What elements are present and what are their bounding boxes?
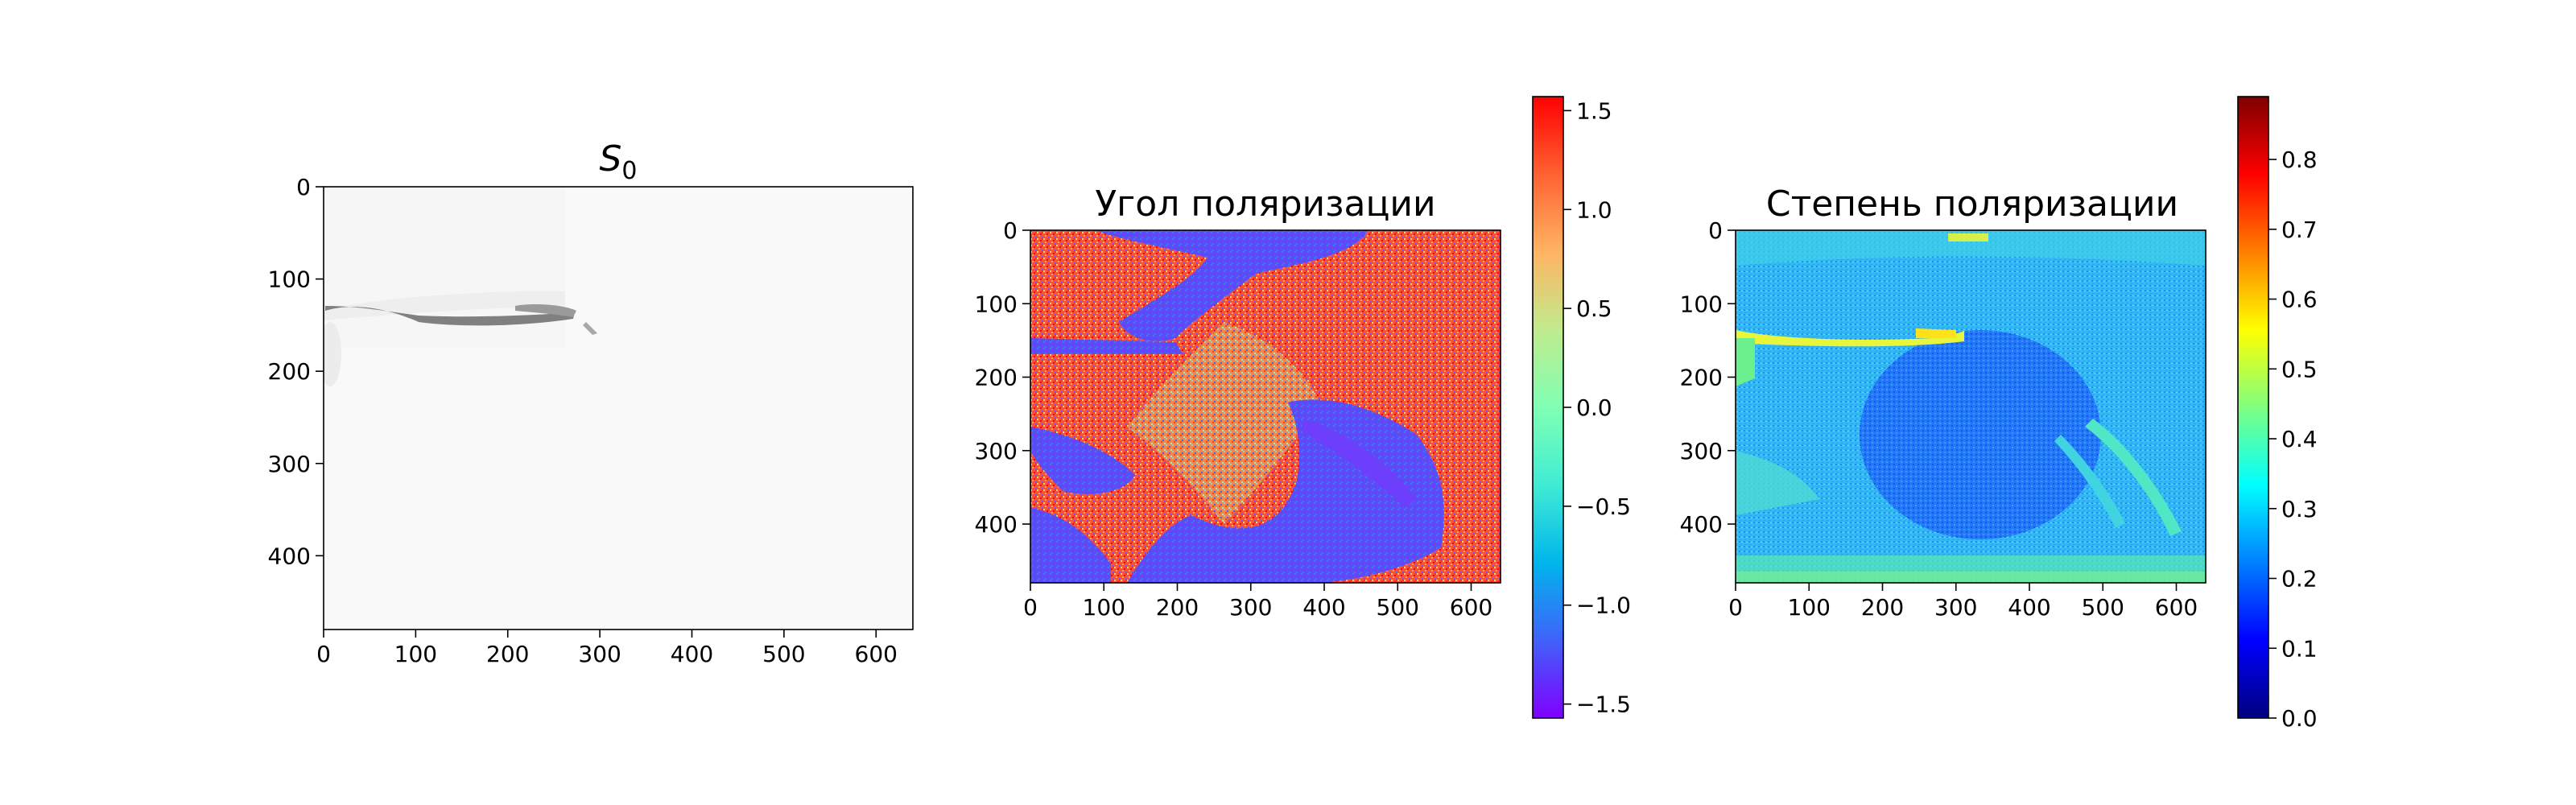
- s0-ytick-label: 400: [268, 543, 311, 569]
- s0-xtick-label: 100: [394, 641, 437, 667]
- degree-axes-frame: [1735, 229, 2207, 584]
- degree-ytick-label: 0: [1708, 217, 1723, 244]
- degree-xtick-label: 200: [1861, 594, 1904, 621]
- degree-colorbar-tick-label: 0.1: [2281, 635, 2318, 662]
- degree-colorbar-ticks: 0.8 0.7 0.6 0.5 0.4 0.3 0.2 0.1 0.0: [2268, 147, 2318, 732]
- angle-colorbar: [1532, 96, 1564, 719]
- degree-xtick-label: 0: [1728, 594, 1743, 621]
- degree-xtick-label: 300: [1934, 594, 1977, 621]
- s0-xtick-label: 200: [486, 641, 529, 667]
- degree-colorbar-tick-label: 0.6: [2281, 287, 2318, 313]
- degree-colorbar-tick-label: 0.4: [2281, 426, 2318, 452]
- title-angle: Угол поляризации: [1095, 184, 1435, 225]
- angle-xtick-label: 500: [1377, 594, 1419, 621]
- degree-colorbar-tick-label: 0.3: [2281, 496, 2318, 522]
- degree-ytick-label: 400: [1680, 511, 1723, 538]
- angle-axes-frame: [1030, 229, 1501, 584]
- s0-axes-frame: [323, 186, 914, 630]
- angle-colorbar-tick-label: 1.0: [1576, 196, 1612, 223]
- angle-xtick-label: 0: [1023, 594, 1038, 621]
- degree-xtick-label: 600: [2155, 594, 2198, 621]
- degree-ytick-label: 200: [1680, 365, 1723, 391]
- degree-colorbar: [2237, 96, 2269, 719]
- angle-colorbar-tick-label: 1.5: [1576, 97, 1612, 124]
- s0-ticks: 0 100 200 300 400 500 600 0 100 200 300 400: [268, 174, 898, 667]
- title-s0: S0: [599, 138, 637, 185]
- s0-xtick-label: 400: [671, 641, 713, 667]
- degree-colorbar-tick-label: 0.7: [2281, 217, 2318, 243]
- angle-colorbar-tick-label: 0.0: [1576, 394, 1612, 421]
- degree-colorbar-tick-label: 0.5: [2281, 356, 2318, 382]
- angle-colorbar-tick-label: −1.5: [1576, 691, 1631, 718]
- angle-xtick-label: 400: [1302, 594, 1345, 621]
- s0-xtick-label: 500: [762, 641, 805, 667]
- panel-degree: Степень поляризации 0 100 200 300 400 500 6000…: [1680, 96, 2318, 732]
- angle-xtick-label: 100: [1083, 594, 1125, 621]
- panel-s0: S0 0 100 200 300 400 500 600 0 100 200 300 400: [268, 138, 914, 667]
- title-degree: Степень поляризации: [1766, 184, 2178, 225]
- s0-ytick-label: 100: [268, 266, 311, 293]
- angle-colorbar-tick-label: −0.5: [1576, 493, 1631, 520]
- angle-ticks: 0 100 200 300 400 500 600 0 100 200 300 400: [975, 217, 1493, 621]
- degree-ytick-label: 300: [1680, 438, 1723, 464]
- angle-ytick-label: 100: [975, 291, 1018, 317]
- s0-image: [324, 187, 913, 630]
- angle-ytick-label: 300: [975, 438, 1018, 464]
- angle-xtick-label: 300: [1229, 594, 1272, 621]
- angle-image: [1030, 230, 1501, 583]
- degree-colorbar-tick-label: 0.0: [2281, 705, 2318, 732]
- panel-angle: Угол поляризации 0 100 200 300 400 500 600 0 100…: [975, 96, 1631, 719]
- angle-colorbar-ticks: 1.5 1.0 0.5 0.0 −0.5 −1.0 −1.5: [1563, 97, 1631, 718]
- degree-xtick-label: 400: [2008, 594, 2050, 621]
- s0-xtick-label: 0: [316, 641, 331, 667]
- s0-ytick-label: 300: [268, 451, 311, 477]
- s0-ytick-label: 200: [268, 358, 311, 385]
- degree-image: [1736, 230, 2206, 583]
- degree-ytick-label: 100: [1680, 291, 1723, 317]
- angle-ytick-label: 200: [975, 365, 1018, 391]
- degree-colorbar-tick-label: 0.2: [2281, 566, 2318, 592]
- angle-xtick-label: 200: [1156, 594, 1199, 621]
- angle-colorbar-tick-label: −1.0: [1576, 592, 1631, 619]
- s0-ytick-label: 0: [296, 174, 311, 200]
- s0-xtick-label: 300: [578, 641, 621, 667]
- angle-ytick-label: 400: [975, 511, 1018, 538]
- degree-ticks: 0 100 200 300 400 500 600 0 100 200 300 400: [1680, 217, 2198, 621]
- angle-xtick-label: 600: [1450, 594, 1492, 621]
- s0-xtick-label: 600: [855, 641, 898, 667]
- degree-xtick-label: 500: [2082, 594, 2124, 621]
- degree-xtick-label: 100: [1788, 594, 1831, 621]
- angle-ytick-label: 0: [1003, 217, 1018, 244]
- angle-colorbar-tick-label: 0.5: [1576, 295, 1612, 322]
- degree-colorbar-tick-label: 0.8: [2281, 147, 2318, 173]
